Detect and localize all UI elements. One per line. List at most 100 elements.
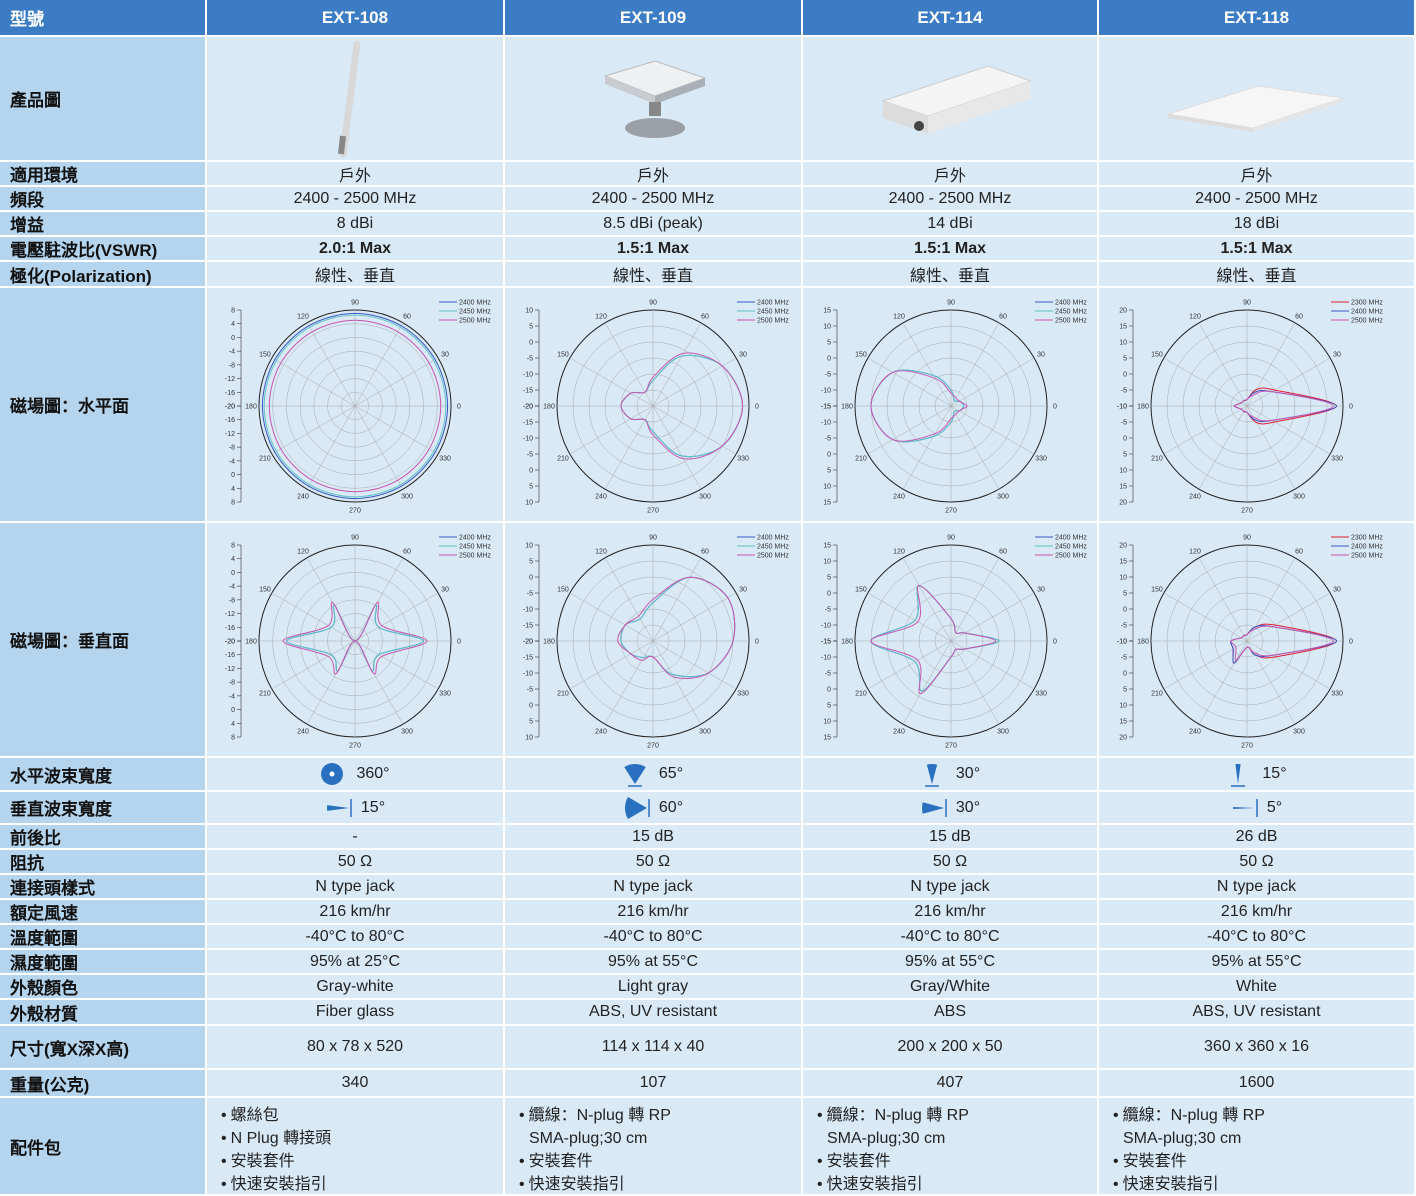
radial-tick-label: 0 — [827, 452, 831, 459]
angle-label: 270 — [945, 508, 957, 515]
accessory-item: 安裝套件 — [1109, 1150, 1299, 1173]
radial-tick-label: 15 — [1119, 484, 1127, 491]
spec-value: 340 — [207, 1070, 505, 1098]
radial-tick-label: 5 — [529, 559, 533, 566]
spoke — [1163, 640, 1248, 690]
radial-tick-label: -5 — [1121, 655, 1127, 662]
angle-label: 0 — [755, 404, 759, 411]
spec-value: 216 km/hr — [505, 900, 803, 925]
radial-tick-label: -16 — [225, 390, 235, 397]
spoke — [271, 592, 356, 642]
angle-label: 90 — [947, 300, 955, 307]
beam-cell: 30° — [803, 758, 1099, 792]
spoke — [652, 405, 702, 490]
spoke — [902, 557, 952, 642]
spec-value: 95% at 25°C — [207, 950, 505, 975]
angle-label: 30 — [1333, 587, 1341, 594]
accessory-list: 螺絲包N Plug 轉接頭安裝套件快速安裝指引 — [217, 1104, 407, 1196]
spoke — [604, 640, 654, 725]
angle-label: 90 — [351, 300, 359, 307]
radial-tick-label: -20 — [225, 639, 235, 646]
radial-tick-label: 20 — [1119, 735, 1127, 742]
angle-label: 0 — [1349, 404, 1353, 411]
spec-value: 8 dBi — [207, 212, 505, 237]
radial-tick-label: -12 — [225, 376, 235, 383]
radial-tick-label: -4 — [229, 693, 235, 700]
accessory-list: 纜線：N-plug 轉 RP SMA-plug;30 cm安裝套件快速安裝指引 — [813, 1104, 1003, 1196]
radial-tick-label: -10 — [1117, 639, 1127, 646]
beam-width: 30° — [955, 765, 981, 782]
spoke — [950, 592, 1035, 642]
accessory-item: 快速安裝指引 — [217, 1173, 407, 1196]
polar-cell: 8 8 4 4 0 0 -4 -4 -8 -8 -12 -12 -16 -16 -20 -20 0 30 60 90 1… — [207, 288, 505, 523]
accessory-item: 纜線：N-plug 轉 RP SMA-plug;30 cm — [1109, 1104, 1299, 1150]
angle-label: 0 — [457, 404, 461, 411]
legend-label: 2500 MHz — [459, 553, 491, 560]
product-shape — [649, 102, 661, 116]
row-label: 阻抗 — [0, 850, 207, 875]
angle-label: 120 — [595, 313, 607, 320]
radial-tick-label: -10 — [523, 372, 533, 379]
spoke — [950, 640, 1035, 690]
model-name: EXT-108 — [207, 0, 505, 37]
radial-tick-label: 5 — [1123, 687, 1127, 694]
product-image-cell — [1099, 37, 1416, 162]
radial-tick-label: -5 — [825, 607, 831, 614]
angle-label: 240 — [1189, 729, 1201, 736]
pattern-curve — [1230, 623, 1338, 664]
legend-label: 2400 MHz — [1351, 309, 1383, 316]
spec-value: 50 Ω — [1099, 850, 1416, 875]
radial-tick-label: -10 — [523, 436, 533, 443]
angle-label: 30 — [739, 587, 747, 594]
spoke — [604, 405, 654, 490]
spoke — [652, 357, 737, 407]
legend-label: 2400 MHz — [1055, 300, 1087, 307]
legend-label: 2450 MHz — [757, 544, 789, 551]
row-label: 磁場圖：水平面 — [0, 288, 207, 523]
angle-label: 300 — [1293, 729, 1305, 736]
product-image-cell — [505, 37, 803, 162]
product-image — [338, 40, 361, 158]
radial-tick-label: 0 — [529, 703, 533, 710]
legend-label: 2400 MHz — [459, 300, 491, 307]
spec-value: 18 dBi — [1099, 212, 1416, 237]
accessory-list: 纜線：N-plug 轉 RP SMA-plug;30 cm安裝套件快速安裝指引 — [1109, 1104, 1299, 1196]
spoke — [867, 640, 952, 690]
spec-value: 107 — [505, 1070, 803, 1098]
radial-tick-label: -4 — [229, 458, 235, 465]
angle-label: 180 — [841, 639, 853, 646]
spec-value: 戶外 — [1099, 162, 1416, 187]
angle-label: 240 — [297, 494, 309, 501]
product-image-cell — [207, 37, 505, 162]
radial-tick-label: -15 — [821, 639, 831, 646]
row-label: 前後比 — [0, 825, 207, 850]
radial-tick-label: -5 — [527, 591, 533, 598]
accessory-item: 快速安裝指引 — [515, 1173, 705, 1196]
radial-tick-label: 5 — [827, 575, 831, 582]
angle-label: 0 — [457, 639, 461, 646]
radial-tick-label: 5 — [827, 468, 831, 475]
beam-icon-box — [624, 796, 650, 819]
accessory-item: 纜線：N-plug 轉 RP SMA-plug;30 cm — [515, 1104, 705, 1150]
spec-value: 216 km/hr — [803, 900, 1099, 925]
beam-icon-box — [924, 764, 939, 787]
angle-label: 270 — [349, 508, 361, 515]
polar-cell: 8 8 4 4 0 0 -4 -4 -8 -8 -12 -12 -16 -16 -20 -20 0 30 60 90 1… — [207, 523, 505, 758]
spoke — [867, 592, 952, 642]
angle-label: 60 — [403, 548, 411, 555]
spec-value: 2400 - 2500 MHz — [207, 187, 505, 212]
angle-label: 120 — [893, 548, 905, 555]
radial-tick-label: 4 — [231, 486, 235, 493]
angle-label: 150 — [855, 587, 867, 594]
angle-label: 90 — [1243, 300, 1251, 307]
angle-label: 240 — [595, 494, 607, 501]
radial-tick-label: -20 — [523, 639, 533, 646]
radial-tick-label: 10 — [525, 500, 533, 507]
angle-label: 180 — [841, 404, 853, 411]
header-label: 型號 — [0, 0, 207, 37]
angle-label: 240 — [297, 729, 309, 736]
